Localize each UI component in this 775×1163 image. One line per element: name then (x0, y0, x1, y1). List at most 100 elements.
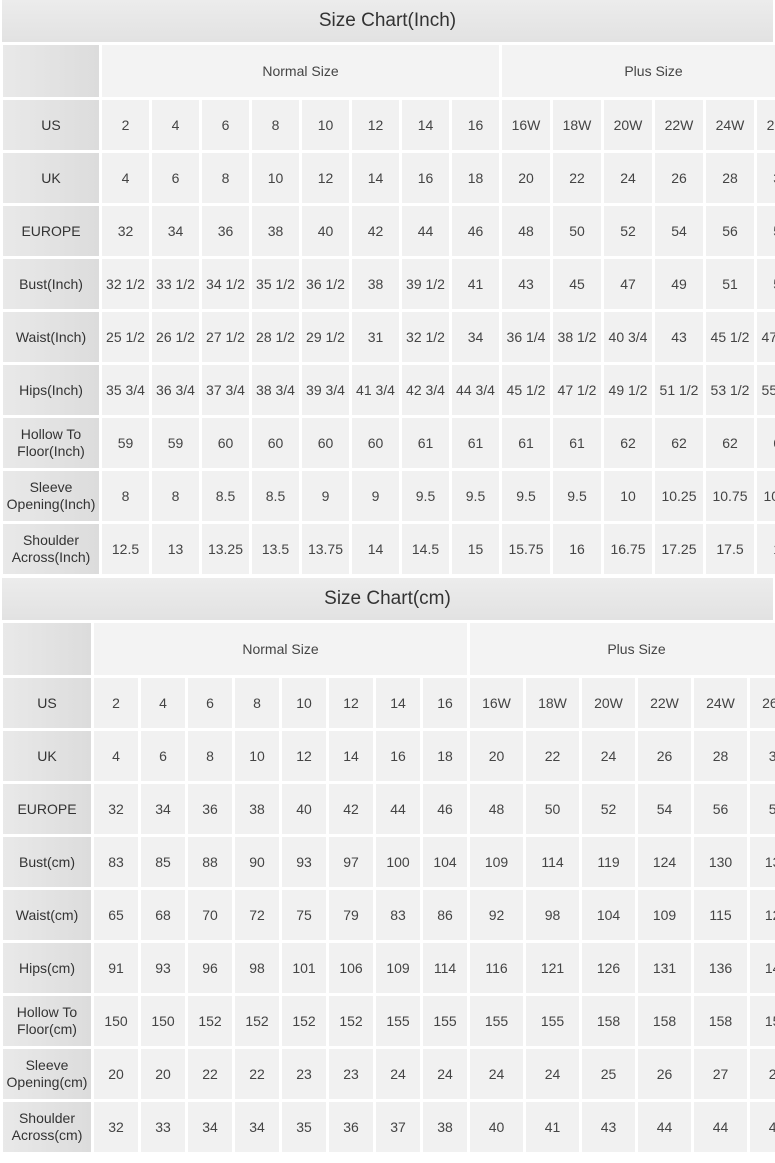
size-value-cell: 24W (706, 100, 754, 150)
size-value-cell: 27 (694, 1049, 747, 1099)
size-value-cell: 37 3/4 (202, 365, 249, 415)
size-value-cell: 14 (352, 524, 399, 574)
size-value-cell: 106 (329, 943, 373, 993)
size-value-cell: 49 (655, 259, 703, 309)
size-value-cell: 56 (694, 784, 747, 834)
size-value-cell: 35 1/2 (252, 259, 299, 309)
size-value-cell: 53 1/2 (706, 365, 754, 415)
size-value-cell: 18 (757, 524, 775, 574)
size-value-cell: 42 3/4 (402, 365, 449, 415)
size-value-cell: 14 (402, 100, 449, 150)
normal-size-header: Normal Size (94, 623, 467, 675)
size-value-cell: 92 (470, 890, 523, 940)
size-value-cell: 40 (470, 1102, 523, 1152)
size-value-cell: 42 (329, 784, 373, 834)
size-value-cell: 10 (252, 153, 299, 203)
size-value-cell: 152 (282, 996, 326, 1046)
size-value-cell: 8 (188, 731, 232, 781)
size-value-cell: 24 (526, 1049, 579, 1099)
size-value-cell: 83 (376, 890, 420, 940)
size-value-cell: 16 (553, 524, 601, 574)
size-value-cell: 15.75 (502, 524, 550, 574)
size-value-cell: 54 (638, 784, 691, 834)
table-row: Hips(Inch) 35 3/4 36 3/4 37 3/4 38 3/4 39 3/4… (3, 365, 775, 415)
size-value-cell: 39 1/2 (402, 259, 449, 309)
size-value-cell: 119 (582, 837, 635, 887)
table-row: Waist(Inch) 25 1/2 26 1/2 27 1/2 28 1/2 29 1/… (3, 312, 775, 362)
size-value-cell: 98 (235, 943, 279, 993)
size-value-cell: 9.5 (452, 471, 499, 521)
size-value-cell: 100 (376, 837, 420, 887)
size-value-cell: 50 (526, 784, 579, 834)
size-value-cell: 8 (152, 471, 199, 521)
size-value-cell: 10 (282, 678, 326, 728)
size-value-cell: 90 (235, 837, 279, 887)
size-value-cell: 60 (352, 418, 399, 468)
size-value-cell: 30 (750, 731, 775, 781)
size-value-cell: 49 1/2 (604, 365, 652, 415)
size-value-cell: 6 (188, 678, 232, 728)
size-value-cell: 48 (502, 206, 550, 256)
size-value-cell: 8 (202, 153, 249, 203)
size-value-cell: 44 (376, 784, 420, 834)
size-value-cell: 8 (235, 678, 279, 728)
size-value-cell: 32 (102, 206, 149, 256)
size-value-cell: 34 1/2 (202, 259, 249, 309)
size-value-cell: 41 3/4 (352, 365, 399, 415)
size-value-cell: 46 (423, 784, 467, 834)
size-value-cell: 61 (452, 418, 499, 468)
size-value-cell: 4 (141, 678, 185, 728)
size-value-cell: 34 (452, 312, 499, 362)
size-value-cell: 13 (152, 524, 199, 574)
size-value-cell: 10.25 (655, 471, 703, 521)
size-value-cell: 35 3/4 (102, 365, 149, 415)
size-value-cell: 22 (235, 1049, 279, 1099)
size-value-cell: 24 (376, 1049, 420, 1099)
size-value-cell: 44 (638, 1102, 691, 1152)
size-value-cell: 121 (750, 890, 775, 940)
size-value-cell: 47 (604, 259, 652, 309)
size-value-cell: 34 (141, 784, 185, 834)
row-label: UK (3, 731, 91, 781)
size-value-cell: 36 (188, 784, 232, 834)
size-value-cell: 45 1/2 (502, 365, 550, 415)
size-value-cell: 93 (141, 943, 185, 993)
size-value-cell: 44 3/4 (452, 365, 499, 415)
size-value-cell: 126 (582, 943, 635, 993)
size-value-cell: 24 (423, 1049, 467, 1099)
size-value-cell: 93 (282, 837, 326, 887)
size-value-cell: 18W (526, 678, 579, 728)
size-value-cell: 8 (252, 100, 299, 150)
size-value-cell: 158 (638, 996, 691, 1046)
size-value-cell: 43 (655, 312, 703, 362)
size-value-cell: 45 1/2 (706, 312, 754, 362)
size-value-cell: 114 (526, 837, 579, 887)
size-value-cell: 40 3/4 (604, 312, 652, 362)
size-value-cell: 40 (302, 206, 349, 256)
row-label: Bust(cm) (3, 837, 91, 887)
size-value-cell: 43 (502, 259, 550, 309)
size-value-cell: 20 (94, 1049, 138, 1099)
size-value-cell: 58 (750, 784, 775, 834)
size-value-cell: 10.75 (706, 471, 754, 521)
row-label: Waist(cm) (3, 890, 91, 940)
size-value-cell: 25 1/2 (102, 312, 149, 362)
size-value-cell: 88 (188, 837, 232, 887)
size-value-cell: 109 (376, 943, 420, 993)
size-value-cell: 101 (282, 943, 326, 993)
size-value-cell: 12 (352, 100, 399, 150)
size-value-cell: 51 (706, 259, 754, 309)
size-value-cell: 62 (706, 418, 754, 468)
size-value-cell: 14 (329, 731, 373, 781)
size-value-cell: 114 (423, 943, 467, 993)
chart-title: Size Chart(Inch) (2, 0, 773, 42)
size-value-cell: 59 (102, 418, 149, 468)
size-value-cell: 36 (329, 1102, 373, 1152)
size-value-cell: 20 (141, 1049, 185, 1099)
size-value-cell: 33 1/2 (152, 259, 199, 309)
size-value-cell: 38 (252, 206, 299, 256)
size-value-cell: 158 (694, 996, 747, 1046)
size-value-cell: 8.5 (252, 471, 299, 521)
size-value-cell: 17.25 (655, 524, 703, 574)
size-value-cell: 24 (470, 1049, 523, 1099)
